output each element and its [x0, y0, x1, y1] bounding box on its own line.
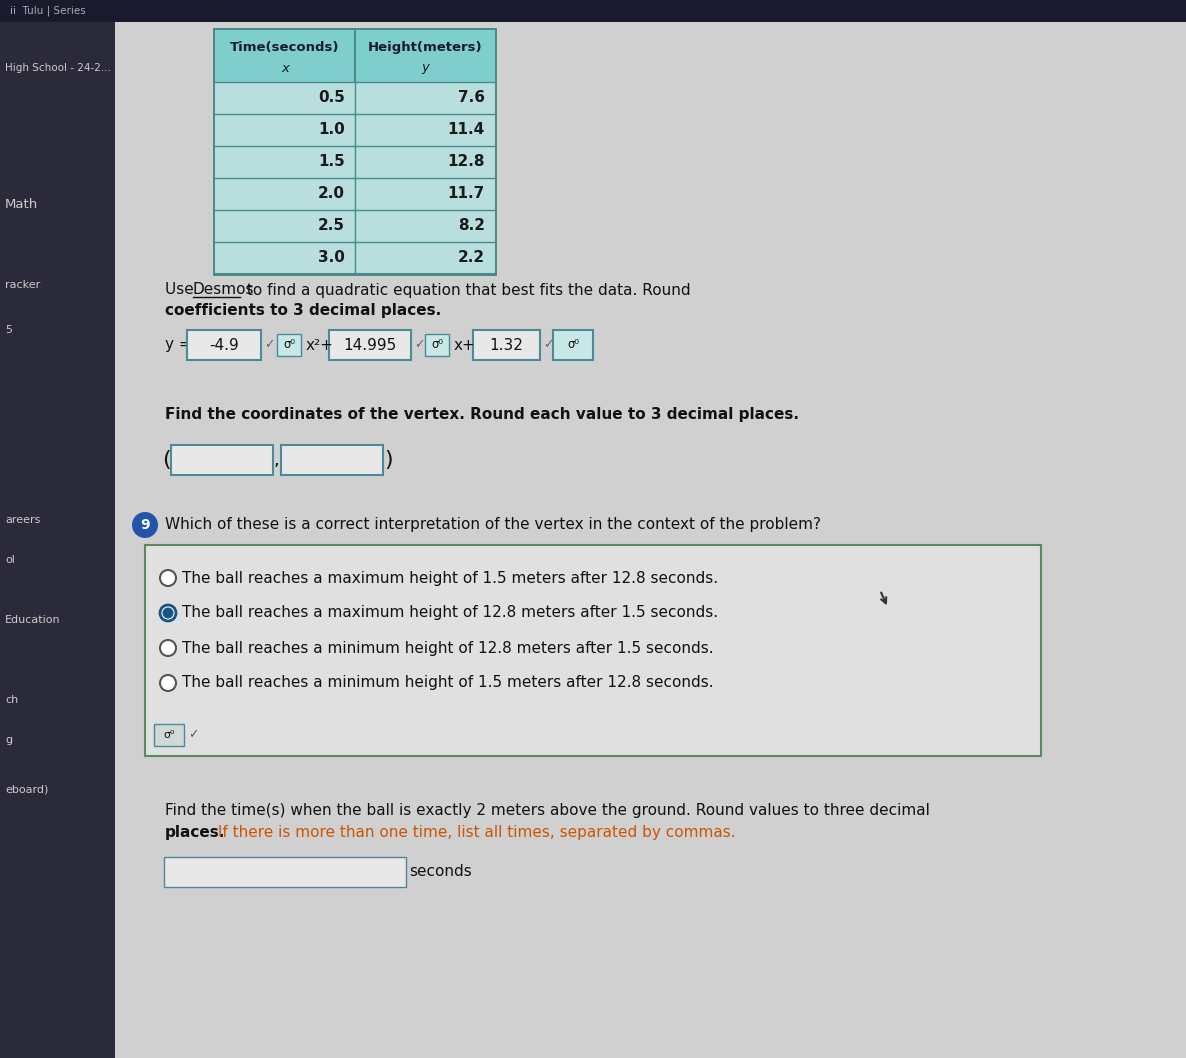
Text: Find the coordinates of the vertex. Round each value to 3 decimal places.: Find the coordinates of the vertex. Roun… — [165, 407, 799, 422]
FancyBboxPatch shape — [553, 330, 593, 360]
Text: ol: ol — [5, 555, 15, 565]
Text: 3.0: 3.0 — [318, 251, 345, 266]
Text: y =: y = — [165, 338, 192, 352]
Text: σ⁰: σ⁰ — [431, 339, 444, 351]
Text: The ball reaches a maximum height of 1.5 meters after 12.8 seconds.: The ball reaches a maximum height of 1.5… — [181, 570, 719, 585]
Text: Height(meters): Height(meters) — [368, 40, 483, 54]
Text: 0.5: 0.5 — [318, 91, 345, 106]
Text: ): ) — [384, 450, 393, 470]
Text: ✓: ✓ — [189, 729, 198, 742]
Text: g: g — [5, 735, 12, 745]
FancyBboxPatch shape — [215, 209, 495, 242]
Text: The ball reaches a minimum height of 12.8 meters after 1.5 seconds.: The ball reaches a minimum height of 12.… — [181, 640, 714, 656]
Text: ✓: ✓ — [264, 339, 274, 351]
Text: x: x — [281, 61, 289, 74]
Text: ch: ch — [5, 695, 18, 705]
Circle shape — [132, 512, 158, 539]
Text: σ⁰: σ⁰ — [164, 730, 174, 740]
FancyBboxPatch shape — [281, 445, 383, 475]
Text: (: ( — [162, 450, 171, 470]
Text: 1.0: 1.0 — [318, 123, 345, 138]
Text: 2.2: 2.2 — [458, 251, 485, 266]
Circle shape — [160, 605, 176, 621]
FancyBboxPatch shape — [215, 30, 495, 83]
Text: 11.4: 11.4 — [448, 123, 485, 138]
Text: eboard): eboard) — [5, 785, 49, 795]
Text: seconds: seconds — [409, 864, 472, 879]
FancyBboxPatch shape — [215, 83, 495, 114]
Text: to find a quadratic equation that best fits the data. Round: to find a quadratic equation that best f… — [242, 282, 695, 297]
FancyBboxPatch shape — [187, 330, 261, 360]
Circle shape — [162, 607, 173, 619]
Text: Math: Math — [5, 199, 38, 212]
Text: coefficients to 3 decimal places.: coefficients to 3 decimal places. — [165, 303, 441, 317]
Text: x+: x+ — [454, 338, 476, 352]
Text: places.: places. — [165, 824, 225, 839]
Text: 14.995: 14.995 — [344, 338, 396, 352]
Text: y: y — [421, 61, 429, 74]
Text: 1.32: 1.32 — [489, 338, 523, 352]
Text: 7.6: 7.6 — [458, 91, 485, 106]
Text: Education: Education — [5, 615, 60, 625]
FancyBboxPatch shape — [215, 178, 495, 209]
Text: Desmos: Desmos — [193, 282, 255, 297]
Text: ✓: ✓ — [543, 339, 554, 351]
Circle shape — [160, 570, 176, 586]
Text: 5: 5 — [5, 325, 12, 335]
FancyBboxPatch shape — [425, 334, 449, 355]
Text: Which of these is a correct interpretation of the vertex in the context of the p: Which of these is a correct interpretati… — [165, 517, 821, 532]
FancyBboxPatch shape — [215, 242, 495, 274]
Text: Find the time(s) when the ball is exactly 2 meters above the ground. Round value: Find the time(s) when the ball is exactl… — [165, 803, 930, 818]
Text: ✓: ✓ — [414, 339, 425, 351]
Text: 2.5: 2.5 — [318, 219, 345, 234]
Text: 8.2: 8.2 — [458, 219, 485, 234]
Text: x²+: x²+ — [306, 338, 334, 352]
Text: σ⁰: σ⁰ — [567, 339, 579, 351]
Text: 11.7: 11.7 — [448, 186, 485, 201]
FancyBboxPatch shape — [278, 334, 301, 355]
FancyBboxPatch shape — [0, 22, 115, 1058]
Text: racker: racker — [5, 280, 40, 290]
FancyBboxPatch shape — [329, 330, 412, 360]
FancyBboxPatch shape — [115, 22, 1186, 1058]
Circle shape — [160, 640, 176, 656]
Text: ,: , — [274, 451, 280, 469]
Text: ii  Tulu | Series: ii Tulu | Series — [9, 5, 85, 16]
Text: 9: 9 — [140, 518, 149, 532]
FancyBboxPatch shape — [215, 146, 495, 178]
Text: The ball reaches a minimum height of 1.5 meters after 12.8 seconds.: The ball reaches a minimum height of 1.5… — [181, 675, 714, 691]
Text: Time(seconds): Time(seconds) — [230, 40, 339, 54]
FancyBboxPatch shape — [145, 545, 1041, 756]
FancyBboxPatch shape — [213, 28, 497, 276]
Text: -4.9: -4.9 — [209, 338, 238, 352]
FancyBboxPatch shape — [164, 857, 406, 887]
Text: If there is more than one time, list all times, separated by commas.: If there is more than one time, list all… — [213, 824, 735, 839]
Text: High School - 24-2...: High School - 24-2... — [5, 63, 111, 73]
FancyBboxPatch shape — [473, 330, 540, 360]
Text: 1.5: 1.5 — [318, 154, 345, 169]
Text: 12.8: 12.8 — [447, 154, 485, 169]
Text: σ⁰: σ⁰ — [283, 339, 295, 351]
Text: 2.0: 2.0 — [318, 186, 345, 201]
FancyBboxPatch shape — [215, 114, 495, 146]
Circle shape — [160, 675, 176, 691]
FancyBboxPatch shape — [0, 0, 1186, 22]
Text: areers: areers — [5, 515, 40, 525]
Text: Use: Use — [165, 282, 198, 297]
FancyBboxPatch shape — [154, 724, 184, 746]
FancyBboxPatch shape — [171, 445, 273, 475]
Text: The ball reaches a maximum height of 12.8 meters after 1.5 seconds.: The ball reaches a maximum height of 12.… — [181, 605, 719, 620]
